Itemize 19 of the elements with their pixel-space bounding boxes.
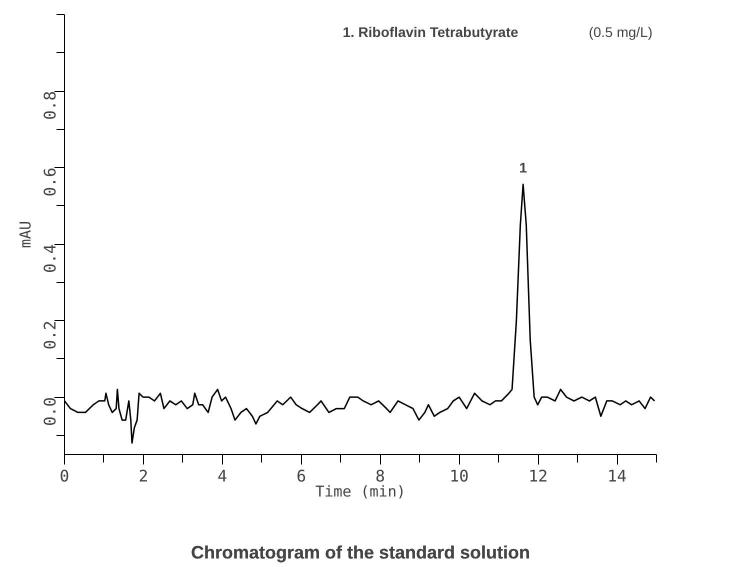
y-tick-label: 0.6 [40,168,60,196]
x-tick-label: 14 [607,466,627,486]
annotation: 1 [519,159,528,176]
x-tick-label: 4 [218,466,228,486]
x-tick-label: 6 [296,466,306,486]
x-tick-label: 0 [60,466,70,486]
x-tick-label: 2 [138,466,148,486]
x-tick-label: 8 [375,466,386,486]
x-axis-title: Time (min) [315,482,406,500]
text: Chromatogram of the standard solution [190,542,530,562]
annotation: 1. Riboflavin Tetrabutyrate [342,24,519,40]
x-tick-label: 12 [528,466,548,486]
y-tick-label: 0.4 [40,244,60,273]
annotation: (0.5 mg/L) [588,24,653,40]
y-tick-label: 0.8 [40,91,60,120]
x-tick-label: 10 [450,466,469,486]
y-axis-title: mAU [16,220,34,248]
y-tick-label: 0.2 [40,320,60,350]
y-tick-label: 0.0 [40,397,60,426]
